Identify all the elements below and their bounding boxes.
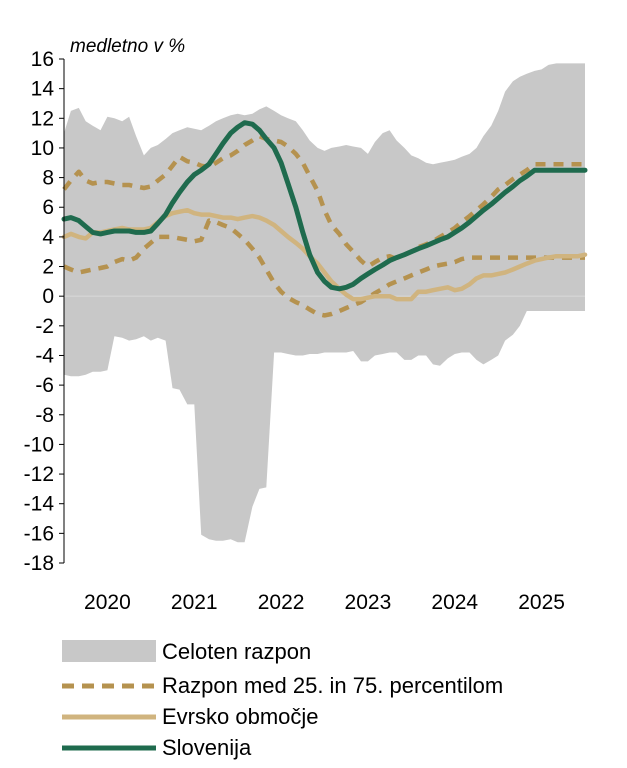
legend-label-euro: Evrsko območje <box>162 704 319 729</box>
y-tick-label: -8 <box>35 404 54 427</box>
x-tick-label: 2020 <box>84 591 131 614</box>
y-tick-label: 12 <box>31 107 54 130</box>
y-tick-label: -2 <box>35 315 54 338</box>
y-tick-label: -6 <box>35 374 54 397</box>
y-tick-label: -16 <box>24 522 54 545</box>
percentile-25-line <box>63 218 585 318</box>
legend: Celoten razpon Razpon med 25. in 75. per… <box>62 639 503 760</box>
x-tick-label: 2025 <box>518 591 565 614</box>
y-tick-label: -10 <box>24 433 54 456</box>
y-tick-label: 4 <box>42 226 54 249</box>
x-tick-label: 2022 <box>258 591 305 614</box>
x-tick-label: 2023 <box>345 591 392 614</box>
y-unit-label: medletno v % <box>70 36 185 57</box>
y-tick-label: -14 <box>24 493 55 516</box>
legend-label-range: Celoten razpon <box>162 639 311 664</box>
y-tick-label: 16 <box>31 48 54 71</box>
y-tick-label: 0 <box>42 285 54 308</box>
y-tick-label: 10 <box>31 137 54 160</box>
y-tick-label: 2 <box>42 256 54 279</box>
legend-label-percentile: Razpon med 25. in 75. percentilom <box>162 673 503 698</box>
x-tick-label: 2024 <box>431 591 478 614</box>
legend-swatch-range <box>62 640 156 662</box>
y-tick-label: -18 <box>24 552 54 575</box>
y-tick-label: 8 <box>42 167 54 190</box>
y-tick-label: -4 <box>35 344 54 367</box>
percentile-75-line <box>62 133 585 269</box>
y-tick-label: 14 <box>31 78 55 101</box>
slovenia-line <box>61 120 588 292</box>
x-tick-label: 2021 <box>171 591 218 614</box>
y-tick-label: 6 <box>42 196 54 219</box>
range-band-area <box>64 63 585 543</box>
legend-label-slovenia: Slovenija <box>162 735 252 760</box>
axes: 16 14 12 10 8 6 4 2 0 -2 -4 -6 -8 -10 -12 -14 -16 -18 2020… <box>24 48 565 614</box>
plot-area <box>61 63 588 543</box>
y-tick-label: -12 <box>24 463 54 486</box>
